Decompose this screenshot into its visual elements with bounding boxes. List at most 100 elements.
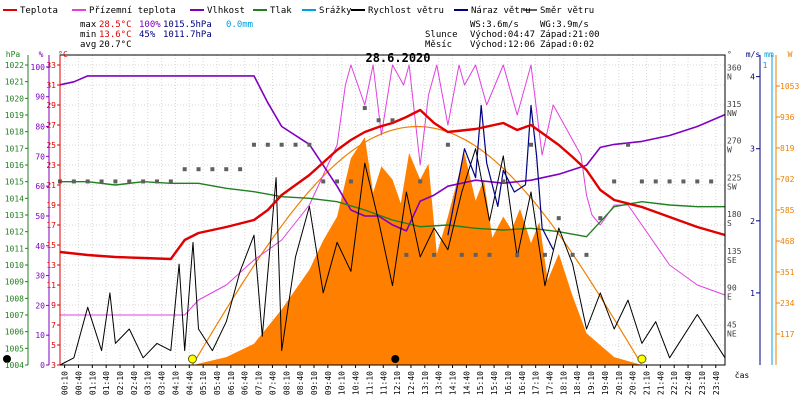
- wm2-tick-label: 936: [780, 113, 795, 122]
- dir-compass-label: NW: [727, 109, 737, 118]
- hpa-axis-tick-label: 1010: [5, 261, 24, 270]
- legend-label: Teplota: [20, 6, 58, 16]
- ms-tick-label: 4: [750, 73, 755, 82]
- x-tick-label: 12:10: [393, 371, 402, 395]
- x-tick-label: 14:40: [462, 371, 471, 395]
- wind-direction-dot: [626, 142, 631, 147]
- wind-direction-dot: [653, 179, 658, 184]
- chart-title: 28.6.2020: [365, 51, 430, 65]
- temp-axis-tick-label: 15: [46, 241, 56, 250]
- legend-label: Rychlost větru: [368, 6, 444, 16]
- wind-direction-dot: [224, 167, 229, 172]
- x-tick-label: 23:10: [698, 371, 707, 395]
- hpa-axis-tick-label: 1016: [5, 161, 24, 170]
- stats-min-press: 1011.7hPa: [163, 30, 212, 40]
- stats-min-hum: 45%: [139, 30, 156, 40]
- x-tick-label: 15:40: [490, 371, 499, 395]
- hpa-axis-tick-label: 1015: [5, 178, 24, 187]
- wind-speed-line: [59, 148, 726, 366]
- dir-axis-label: °: [727, 50, 732, 59]
- wind-direction-dot: [390, 118, 395, 123]
- wind-direction-dot: [515, 252, 520, 257]
- dir-tick-label: 90: [727, 284, 737, 293]
- temperature-line: [59, 108, 726, 261]
- wind-direction-dot: [459, 252, 464, 257]
- x-tick-label: 23:40: [712, 371, 721, 395]
- dir-tick-label: 315: [727, 100, 742, 109]
- x-tick-label: 09:10: [310, 371, 319, 395]
- x-tick-label: 07:10: [255, 371, 264, 395]
- temp-axis-tick-label: 5: [51, 341, 56, 350]
- x-tick-label: 11:10: [365, 371, 374, 395]
- pct-axis-tick-label: 30: [35, 272, 45, 281]
- stats-avg-label: avg: [80, 40, 96, 50]
- wind-direction-dot: [542, 252, 547, 257]
- wind-direction-dot: [570, 252, 575, 257]
- hpa-axis-tick-label: 1018: [5, 128, 24, 137]
- pct-axis-tick-label: 40: [35, 242, 45, 251]
- solar-radiation-area: [193, 137, 642, 365]
- pct-axis-tick-label: 20: [35, 301, 45, 310]
- wind-direction-dot: [99, 179, 104, 184]
- x-tick-label: 22:40: [684, 371, 693, 395]
- x-tick-label: 20:10: [615, 371, 624, 395]
- x-tick-label: 03:40: [158, 371, 167, 395]
- legend-label: Směr větru: [540, 6, 594, 16]
- stats-avg-temp: 20.7°C: [99, 40, 132, 50]
- wind-direction-dot: [182, 167, 187, 172]
- wind-direction-dot: [529, 142, 534, 147]
- hpa-axis-tick-label: 1022: [5, 61, 24, 70]
- x-tick-label: 18:40: [573, 371, 582, 395]
- wm2-tick-label: 585: [780, 206, 795, 215]
- wind-direction-dot: [487, 252, 492, 257]
- dir-compass-label: W: [727, 146, 732, 155]
- wind-direction-dot: [210, 167, 215, 172]
- wind-direction-dot: [556, 216, 561, 221]
- stats-wg: WG:3.9m/s: [540, 20, 589, 30]
- dir-compass-label: SE: [727, 256, 737, 265]
- sun-curve-line: [191, 125, 642, 366]
- dir-tick-label: 225: [727, 173, 742, 182]
- pct-axis-tick-label: 100: [31, 63, 46, 72]
- stats-max-press: 1015.5hPa: [163, 20, 212, 30]
- temp-axis-tick-label: 11: [46, 281, 56, 290]
- ms-tick-label: 3: [750, 145, 755, 154]
- dir-tick-label: 45: [727, 320, 737, 329]
- wind-direction-dot: [709, 179, 714, 184]
- x-tick-label: 16:40: [518, 371, 527, 395]
- wind-direction-dot: [154, 179, 159, 184]
- wind-direction-dot: [501, 179, 506, 184]
- stats-sun-label: Slunce: [425, 30, 458, 40]
- wm2-tick-label: 234: [780, 299, 795, 308]
- stats-sun-set: Západ:21:00: [540, 30, 600, 40]
- hpa-axis-tick-label: 1004: [5, 361, 24, 370]
- hpa-axis-tick-label: 1007: [5, 311, 24, 320]
- temp-axis-label: °C: [58, 50, 68, 59]
- x-tick-label: 08:40: [296, 371, 305, 395]
- hpa-axis-tick-label: 1009: [5, 278, 24, 287]
- stats-max-hum: 100%: [139, 20, 161, 30]
- x-tick-label: 12:40: [407, 371, 416, 395]
- temp-axis-tick-label: 23: [46, 161, 56, 170]
- dir-tick-label: 270: [727, 137, 742, 146]
- wind-direction-dot: [362, 106, 367, 111]
- wind-direction-dot: [376, 118, 381, 123]
- temp-axis-tick-label: 33: [46, 61, 56, 70]
- x-axis-label: čas: [735, 370, 750, 380]
- ms-axis-label: m/s: [746, 50, 761, 59]
- x-tick-label: 10:10: [338, 371, 347, 395]
- dir-tick-label: 360: [727, 63, 742, 72]
- x-tick-label: 10:40: [352, 371, 361, 395]
- stats-max-label: max: [80, 20, 97, 30]
- wind-direction-dot: [85, 179, 90, 184]
- wind-direction-dot: [293, 142, 298, 147]
- wind-direction-dot: [584, 252, 589, 257]
- hpa-axis-tick-label: 1019: [5, 111, 24, 120]
- dir-compass-label: N: [727, 72, 732, 81]
- x-tick-label: 17:40: [546, 371, 555, 395]
- legend-label: Přízemní teplota: [89, 6, 176, 16]
- wm2-tick-label: 702: [780, 175, 795, 184]
- legend-label: Srážky: [319, 6, 352, 16]
- pct-axis-tick-label: 60: [35, 182, 45, 191]
- temp-axis-tick-label: 27: [46, 121, 56, 130]
